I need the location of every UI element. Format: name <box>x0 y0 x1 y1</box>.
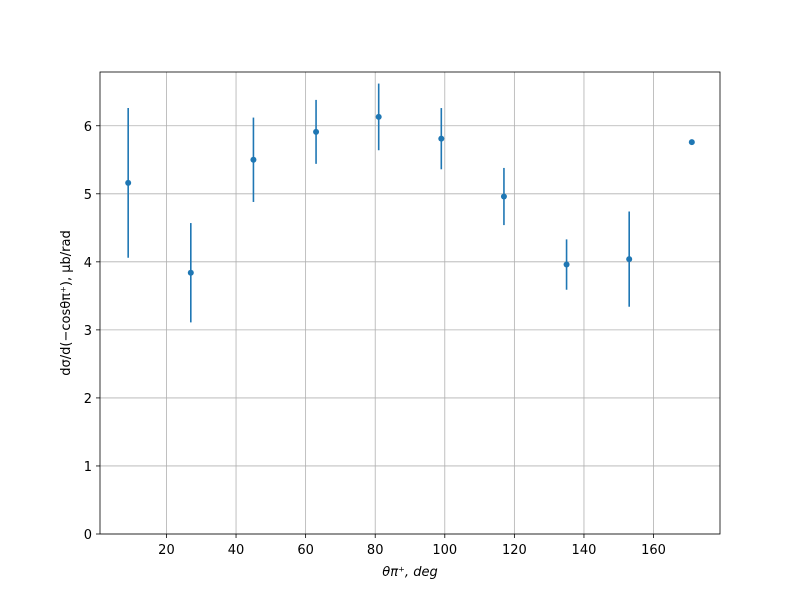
data-point <box>438 135 445 142</box>
y-tick-label: 2 <box>84 392 92 407</box>
x-tick-label: 80 <box>367 543 384 558</box>
y-tick-label: 5 <box>84 188 92 203</box>
data-point <box>563 261 570 268</box>
y-tick-label: 6 <box>84 120 92 135</box>
y-axis-label: dσ/d(−cosθπ⁺), μb/rad <box>59 230 74 375</box>
x-tick-label: 40 <box>228 543 245 558</box>
plot-frame <box>99 71 721 535</box>
data-point <box>313 128 320 135</box>
y-tick-label: 3 <box>84 324 92 339</box>
data-point <box>250 156 257 163</box>
x-tick-label: 120 <box>502 543 527 558</box>
data-point <box>688 139 695 146</box>
data-point <box>125 179 132 186</box>
y-tick-label: 4 <box>84 256 92 271</box>
x-tick-label: 100 <box>432 543 457 558</box>
y-tick-label: 1 <box>84 460 92 475</box>
x-tick-label: 140 <box>572 543 597 558</box>
x-axis-label: θπ⁺, deg <box>382 565 437 580</box>
data-point <box>500 193 507 200</box>
x-tick-label: 60 <box>297 543 314 558</box>
data-point <box>626 256 633 263</box>
data-point <box>187 269 194 276</box>
data-point <box>375 113 382 120</box>
x-tick-label: 160 <box>641 543 666 558</box>
x-tick-label: 20 <box>158 543 175 558</box>
plot-area <box>100 72 720 534</box>
y-tick-label: 0 <box>84 528 92 543</box>
